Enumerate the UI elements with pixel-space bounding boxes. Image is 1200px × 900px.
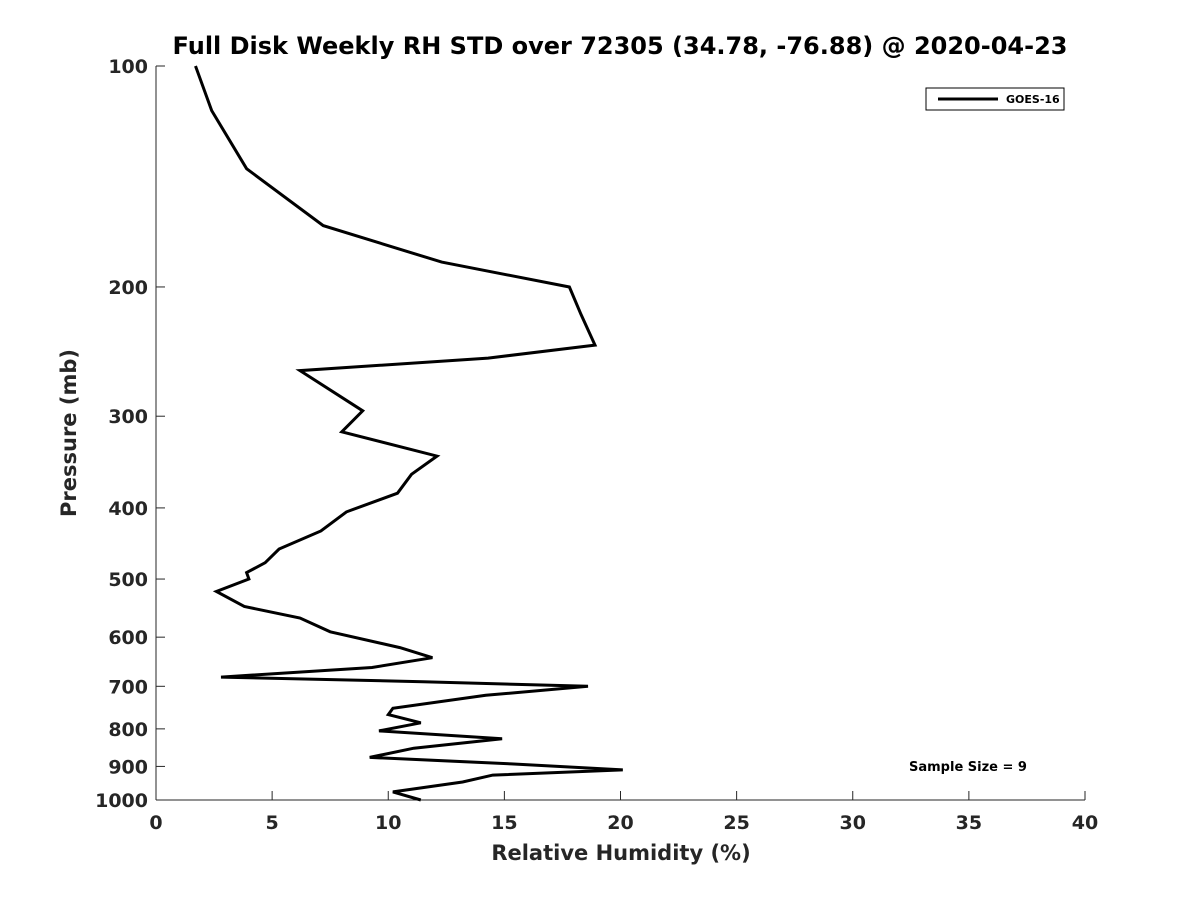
- x-ticks: 0 5 10 15 20 25 30 35 40: [149, 791, 1098, 834]
- y-tick-label: 600: [108, 627, 148, 649]
- series-line-goes-16: [194, 65, 623, 802]
- x-tick-label: 30: [840, 812, 866, 834]
- x-tick-label: 10: [375, 812, 401, 834]
- y-tick-label: 400: [108, 498, 148, 520]
- y-tick-label: 500: [108, 569, 148, 591]
- y-tick-label: 200: [108, 277, 148, 299]
- y-axis-label: Pressure (mb): [57, 349, 81, 517]
- y-tick-label: 900: [108, 756, 148, 778]
- y-tick-label: 700: [108, 676, 148, 698]
- chart-title: Full Disk Weekly RH STD over 72305 (34.7…: [173, 32, 1068, 60]
- x-tick-label: 15: [491, 812, 517, 834]
- y-ticks: 100 200 300 400 500 600 700 800 900 1000: [95, 56, 165, 812]
- y-tick-label: 300: [108, 406, 148, 428]
- y-tick-label: 100: [108, 56, 148, 78]
- x-tick-label: 25: [723, 812, 749, 834]
- x-tick-label: 40: [1072, 812, 1098, 834]
- x-tick-label: 0: [149, 812, 162, 834]
- x-tick-label: 35: [956, 812, 982, 834]
- x-axis-label: Relative Humidity (%): [491, 841, 750, 865]
- legend-label: GOES-16: [1006, 93, 1060, 106]
- y-tick-label: 800: [108, 719, 148, 741]
- legend: GOES-16: [925, 87, 1065, 111]
- x-tick-label: 5: [266, 812, 279, 834]
- sample-size-annotation: Sample Size = 9: [909, 760, 1027, 775]
- y-tick-label: 1000: [95, 790, 148, 812]
- x-tick-label: 20: [607, 812, 633, 834]
